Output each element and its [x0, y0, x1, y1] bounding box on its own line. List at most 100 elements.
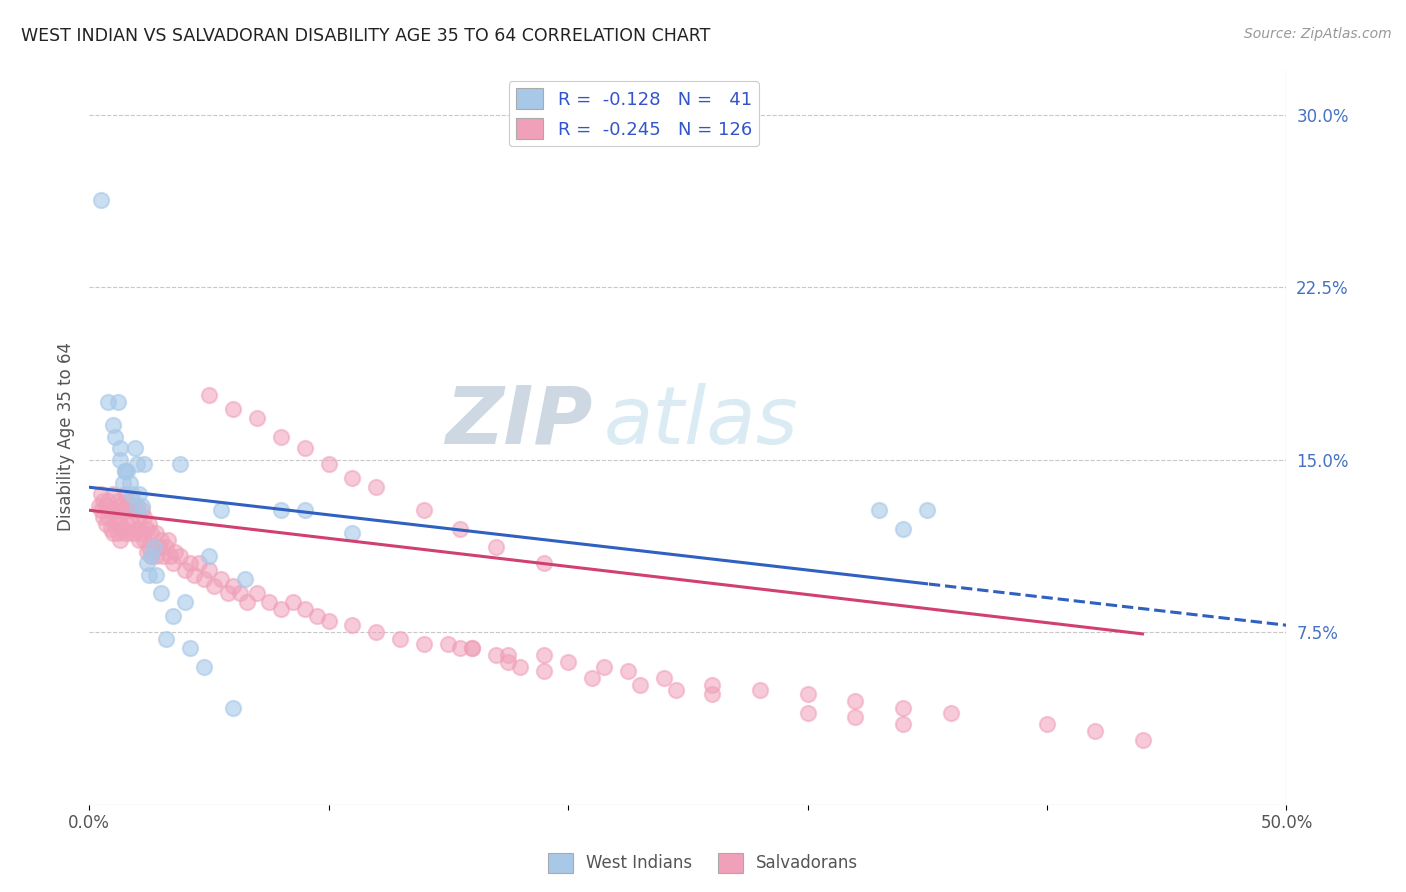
Point: [135, 522, 157, 536]
Point: [366, 625, 388, 640]
Point: [294, 441, 316, 455]
Point: [128, 510, 150, 524]
Point: [165, 544, 187, 558]
Point: [101, 418, 124, 433]
Point: [844, 710, 866, 724]
Point: [117, 516, 139, 531]
Point: [700, 678, 723, 692]
Point: [141, 549, 163, 564]
Point: [246, 586, 269, 600]
Text: ZIP: ZIP: [444, 383, 592, 461]
Point: [294, 503, 316, 517]
Point: [1132, 733, 1154, 747]
Point: [294, 602, 316, 616]
Point: [305, 609, 328, 624]
Point: [124, 503, 146, 517]
Point: [124, 441, 146, 455]
Point: [449, 641, 471, 656]
Point: [97, 395, 120, 409]
Point: [461, 641, 484, 656]
Point: [134, 533, 156, 548]
Point: [209, 503, 232, 517]
Point: [449, 522, 471, 536]
Point: [125, 457, 148, 471]
Point: [796, 687, 818, 701]
Point: [159, 549, 181, 564]
Point: [270, 602, 292, 616]
Point: [217, 586, 239, 600]
Point: [121, 487, 143, 501]
Point: [281, 595, 304, 609]
Point: [108, 441, 131, 455]
Point: [941, 706, 963, 720]
Point: [557, 655, 579, 669]
Point: [173, 563, 195, 577]
Point: [108, 499, 131, 513]
Point: [145, 526, 167, 541]
Point: [97, 510, 120, 524]
Point: [628, 678, 651, 692]
Point: [138, 540, 160, 554]
Point: [101, 487, 124, 501]
Point: [485, 648, 508, 662]
Point: [1084, 724, 1107, 739]
Point: [117, 494, 139, 508]
Point: [93, 510, 115, 524]
Point: [193, 659, 215, 673]
Point: [1036, 717, 1059, 731]
Point: [125, 499, 148, 513]
Point: [485, 540, 508, 554]
Point: [117, 464, 139, 478]
Point: [229, 586, 252, 600]
Text: Source: ZipAtlas.com: Source: ZipAtlas.com: [1244, 27, 1392, 41]
Point: [87, 499, 110, 513]
Point: [461, 641, 484, 656]
Point: [891, 717, 914, 731]
Point: [233, 572, 256, 586]
Point: [107, 510, 129, 524]
Point: [104, 516, 127, 531]
Point: [169, 457, 191, 471]
Point: [125, 522, 148, 536]
Legend: R =  -0.128   N =   41, R =  -0.245   N = 126: R = -0.128 N = 41, R = -0.245 N = 126: [509, 81, 759, 146]
Point: [114, 464, 136, 478]
Point: [142, 540, 165, 554]
Point: [125, 499, 148, 513]
Point: [138, 567, 160, 582]
Point: [179, 641, 201, 656]
Point: [111, 475, 134, 490]
Point: [107, 395, 129, 409]
Point: [496, 655, 519, 669]
Point: [162, 556, 184, 570]
Point: [107, 494, 129, 508]
Point: [104, 503, 127, 517]
Point: [114, 503, 136, 517]
Point: [209, 572, 232, 586]
Text: WEST INDIAN VS SALVADORAN DISABILITY AGE 35 TO 64 CORRELATION CHART: WEST INDIAN VS SALVADORAN DISABILITY AGE…: [21, 27, 710, 45]
Point: [183, 567, 205, 582]
Point: [90, 487, 112, 501]
Point: [94, 516, 117, 531]
Y-axis label: Disability Age 35 to 64: Disability Age 35 to 64: [58, 343, 75, 531]
Point: [496, 648, 519, 662]
Point: [222, 579, 245, 593]
Point: [155, 540, 177, 554]
Point: [593, 659, 616, 673]
Point: [915, 503, 938, 517]
Point: [342, 618, 364, 632]
Point: [149, 586, 172, 600]
Point: [188, 556, 211, 570]
Point: [222, 402, 245, 417]
Point: [617, 665, 640, 679]
Point: [118, 475, 141, 490]
Point: [131, 526, 153, 541]
Point: [652, 671, 675, 685]
Point: [665, 682, 688, 697]
Point: [108, 533, 131, 548]
Point: [134, 510, 156, 524]
Point: [101, 503, 124, 517]
Point: [128, 533, 150, 548]
Point: [270, 503, 292, 517]
Point: [748, 682, 770, 697]
Point: [149, 533, 172, 548]
